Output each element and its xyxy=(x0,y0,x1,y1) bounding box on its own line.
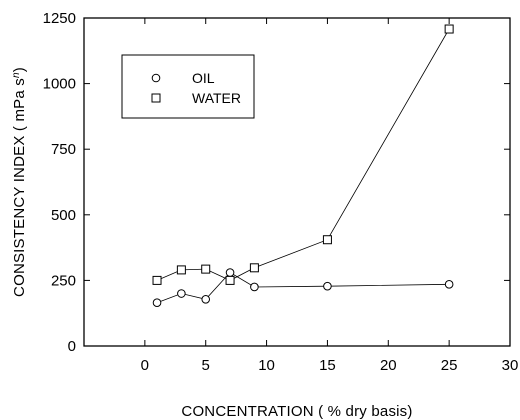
data-point-water xyxy=(152,275,162,285)
x-axis-title: CONCENTRATION ( % dry basis) xyxy=(181,403,412,420)
data-point-oil xyxy=(152,298,162,308)
legend-oil-label: OIL xyxy=(192,70,215,86)
y-axis-title-main: CONSISTENCY INDEX ( mPa s xyxy=(11,78,28,297)
data-point-water xyxy=(322,235,332,245)
series-line-oil xyxy=(156,271,450,304)
data-point-oil xyxy=(444,280,454,289)
data-point-oil xyxy=(225,268,235,277)
legend-water-label: WATER xyxy=(192,90,241,106)
data-point-oil xyxy=(201,294,211,304)
data-point-water xyxy=(225,275,235,285)
y-axis-title-end: ) xyxy=(11,67,28,72)
x-tick-label: 25 xyxy=(441,357,458,374)
y-tick-label: 250 xyxy=(51,272,76,289)
series-group xyxy=(152,24,454,308)
x-tick-label: 10 xyxy=(258,357,275,374)
data-point-water xyxy=(444,24,454,34)
y-tick-label: 1000 xyxy=(43,76,76,93)
y-axis-title: CONSISTENCY INDEX ( mPa sn) xyxy=(11,67,28,297)
x-tick-label: 0 xyxy=(141,357,149,374)
x-tick-label: 20 xyxy=(380,357,397,374)
y-tick-label: 750 xyxy=(51,141,76,158)
data-point-water xyxy=(176,265,186,275)
legend-box xyxy=(121,54,255,119)
x-tick-label: 5 xyxy=(202,357,210,374)
y-tick-label: 0 xyxy=(68,338,76,355)
y-tick-label: 1250 xyxy=(43,10,76,27)
series-line-water xyxy=(156,28,450,281)
plot-frame xyxy=(83,17,511,347)
x-tick-label: 15 xyxy=(319,357,336,374)
legend-oil-marker xyxy=(151,73,161,83)
data-point-water xyxy=(249,263,259,273)
legend: OIL WATER xyxy=(121,54,255,119)
x-tick-label: 30 xyxy=(502,357,519,374)
data-point-oil xyxy=(177,289,186,298)
y-axis-title-superscript: n xyxy=(11,72,22,78)
data-point-water xyxy=(201,264,211,274)
y-tick-label: 500 xyxy=(51,207,76,224)
data-point-oil xyxy=(323,281,332,291)
legend-water-marker xyxy=(151,93,161,103)
tick-group: 0 5 10 15 20 25 30 0 250 500 750 1000 1250 xyxy=(43,10,519,374)
data-point-oil xyxy=(250,282,259,292)
